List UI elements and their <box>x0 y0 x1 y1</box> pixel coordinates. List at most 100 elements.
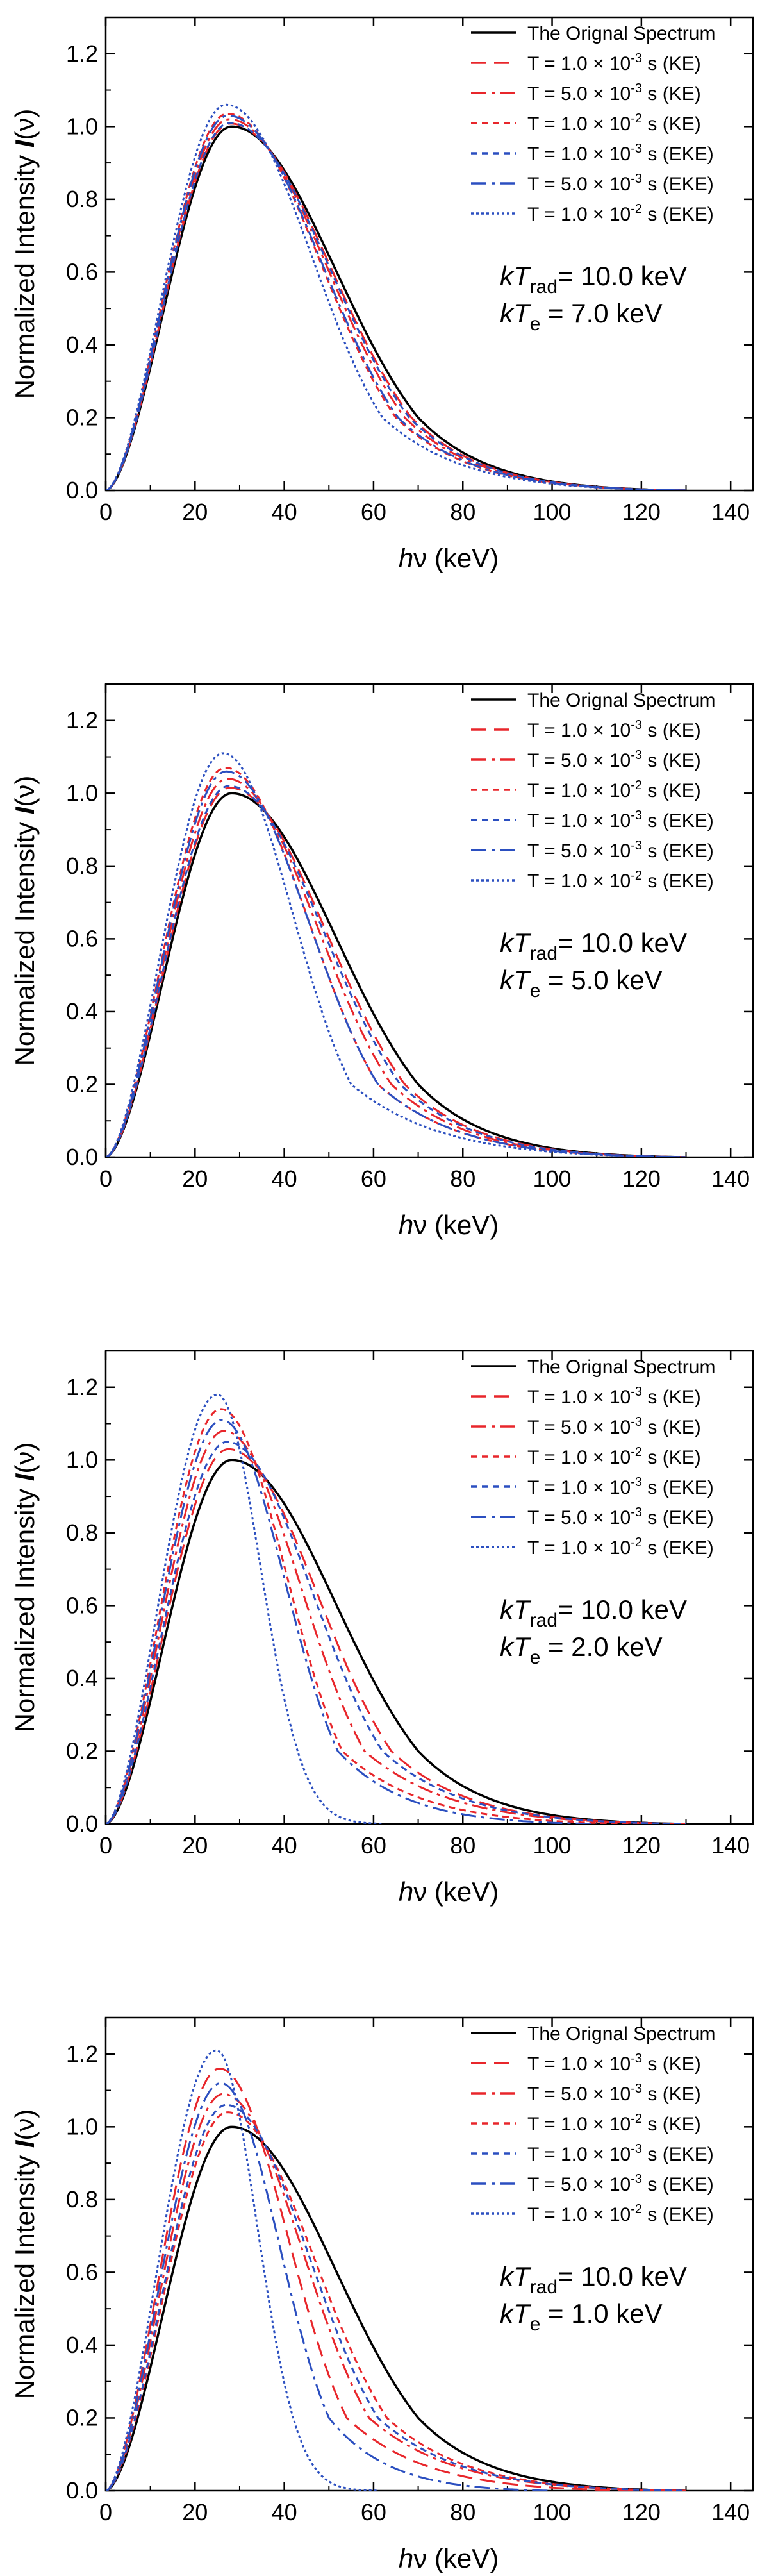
annotation-trad: kTrad= 10.0 keV <box>500 261 687 297</box>
y-tick-label: 0.0 <box>66 1811 98 1837</box>
y-axis-label: Normalized Intensity I(ν) <box>10 2109 40 2400</box>
legend-entry: T = 1.0 × 10-3 s (EKE) <box>527 2142 714 2165</box>
legend-entry: T = 1.0 × 10-2 s (EKE) <box>527 202 714 225</box>
y-tick-label: 1.2 <box>66 40 98 67</box>
legend-entry: T = 5.0 × 10-3 s (EKE) <box>527 2172 714 2195</box>
x-tick-label: 0 <box>99 2499 112 2525</box>
x-tick-label: 80 <box>450 1832 475 1859</box>
x-tick-label: 100 <box>533 499 572 525</box>
series-line-6 <box>106 2049 378 2491</box>
legend-entry: T = 1.0 × 10-3 s (EKE) <box>527 1475 714 1498</box>
x-tick-label: 140 <box>711 1166 750 1192</box>
x-tick-label: 60 <box>361 499 386 525</box>
x-tick-label: 0 <box>99 1832 112 1859</box>
y-tick-label: 0.4 <box>66 1665 98 1691</box>
legend-entry: T = 5.0 × 10-3 s (EKE) <box>527 839 714 862</box>
legend-entry: T = 1.0 × 10-3 s (KE) <box>527 718 701 741</box>
legend-entry: T = 5.0 × 10-3 s (EKE) <box>527 1505 714 1528</box>
y-axis-label: Normalized Intensity I(ν) <box>10 109 40 399</box>
x-tick-label: 120 <box>622 1166 661 1192</box>
x-tick-label: 100 <box>533 1832 572 1859</box>
x-tick-label: 40 <box>272 2499 297 2525</box>
legend-entry: T = 1.0 × 10-2 s (EKE) <box>527 1535 714 1559</box>
y-axis-label: Normalized Intensity I(ν) <box>10 776 40 1066</box>
series-line-6 <box>106 103 686 490</box>
y-axis-label: Normalized Intensity I(ν) <box>10 1443 40 1733</box>
series-line-1 <box>106 1448 686 1824</box>
x-tick-label: 40 <box>272 1832 297 1859</box>
plot-frame <box>104 1350 754 1825</box>
y-tick-label: 1.0 <box>66 2113 98 2139</box>
legend-entry: The Orignal Spectrum <box>527 690 715 711</box>
x-tick-label: 60 <box>361 1832 386 1859</box>
y-tick-label: 0.2 <box>66 1071 98 1097</box>
x-tick-label: 60 <box>361 2499 386 2525</box>
y-tick-label: 1.2 <box>66 2041 98 2067</box>
x-axis-label: hν (keV) <box>399 1210 499 1240</box>
series-line-1 <box>106 2067 641 2491</box>
annotation-trad: kTrad= 10.0 keV <box>500 2261 687 2298</box>
plot-frame <box>104 2016 754 2492</box>
y-tick-label: 0.8 <box>66 186 98 212</box>
y-tick-label: 1.0 <box>66 1446 98 1473</box>
legend-entry: T = 1.0 × 10-2 s (EKE) <box>527 869 714 892</box>
legend-entry: T = 1.0 × 10-2 s (KE) <box>527 2112 701 2135</box>
y-tick-label: 1.2 <box>66 707 98 733</box>
y-tick-label: 0.0 <box>66 2477 98 2504</box>
chart-panel-2: 0 20 40 60 80 100 120 140 0.0 0.2 0.4 0.6 0.8 1.0 1.2 h… <box>10 683 754 1240</box>
x-tick-label: 100 <box>533 1166 572 1192</box>
y-tick-label: 1.0 <box>66 113 98 139</box>
annotation-trad: kTrad= 10.0 keV <box>500 1594 687 1631</box>
x-tick-label: 20 <box>182 499 208 525</box>
annotation-te: kTe = 2.0 keV <box>500 1632 663 1668</box>
chart-panel-4: 0 20 40 60 80 100 120 140 0.0 0.2 0.4 0.6 0.8 1.0 1.2 h… <box>10 2016 754 2573</box>
y-tick-label: 0.2 <box>66 2404 98 2430</box>
annotation-trad: kTrad= 10.0 keV <box>500 928 687 964</box>
x-tick-label: 80 <box>450 499 475 525</box>
y-tick-label: 0.6 <box>66 2259 98 2285</box>
plot-frame <box>104 16 754 492</box>
legend-entry: T = 1.0 × 10-2 s (KE) <box>527 778 701 801</box>
series-line-3 <box>106 112 686 490</box>
legend-entry: The Orignal Spectrum <box>527 2023 715 2045</box>
y-tick-label: 0.8 <box>66 1519 98 1546</box>
y-tick-label: 0.4 <box>66 331 98 358</box>
x-tick-label: 40 <box>272 499 297 525</box>
y-tick-label: 1.0 <box>66 780 98 806</box>
x-tick-label: 80 <box>450 2499 475 2525</box>
x-tick-label: 60 <box>361 1166 386 1192</box>
series-line-1 <box>106 122 686 490</box>
series-line-4 <box>106 785 686 1157</box>
x-tick-label: 20 <box>182 1166 208 1192</box>
annotation-te: kTe = 1.0 keV <box>500 2298 663 2335</box>
y-tick-label: 0.2 <box>66 404 98 430</box>
legend-entry: The Orignal Spectrum <box>527 1357 715 1378</box>
series-line-3 <box>106 767 686 1157</box>
chart-panel-1: 0 20 40 60 80 100 120 140 0.0 0.2 0.4 0.6 0.8 1.0 1.2 h… <box>10 16 754 573</box>
legend-entry: T = 1.0 × 10-3 s (EKE) <box>527 142 714 165</box>
series-line-6 <box>106 752 686 1157</box>
x-tick-label: 0 <box>99 499 112 525</box>
x-tick-label: 80 <box>450 1166 475 1192</box>
y-tick-label: 1.2 <box>66 1374 98 1400</box>
legend-entry: The Orignal Spectrum <box>527 23 715 44</box>
series-line-6 <box>106 1393 383 1824</box>
annotation-te: kTe = 7.0 keV <box>500 298 663 335</box>
x-tick-label: 140 <box>711 1832 750 1859</box>
series-line-4 <box>106 1441 686 1824</box>
legend-entry: T = 5.0 × 10-3 s (KE) <box>527 81 701 105</box>
annotation-te: kTe = 5.0 keV <box>500 965 663 1001</box>
y-tick-label: 0.0 <box>66 1144 98 1170</box>
x-tick-label: 0 <box>99 1166 112 1192</box>
x-tick-label: 20 <box>182 2499 208 2525</box>
y-tick-label: 0.8 <box>66 853 98 879</box>
series-line-2 <box>106 778 686 1157</box>
series-line-4 <box>106 122 686 490</box>
legend-entry: T = 1.0 × 10-3 s (KE) <box>527 51 701 74</box>
legend-entry: T = 1.0 × 10-2 s (KE) <box>527 112 701 135</box>
series-line-5 <box>106 2082 552 2491</box>
legend-entry: T = 5.0 × 10-3 s (KE) <box>527 748 701 771</box>
x-tick-label: 40 <box>272 1166 297 1192</box>
chart-panel-3: 0 20 40 60 80 100 120 140 0.0 0.2 0.4 0.6 0.8 1.0 1.2 h… <box>10 1350 754 1907</box>
